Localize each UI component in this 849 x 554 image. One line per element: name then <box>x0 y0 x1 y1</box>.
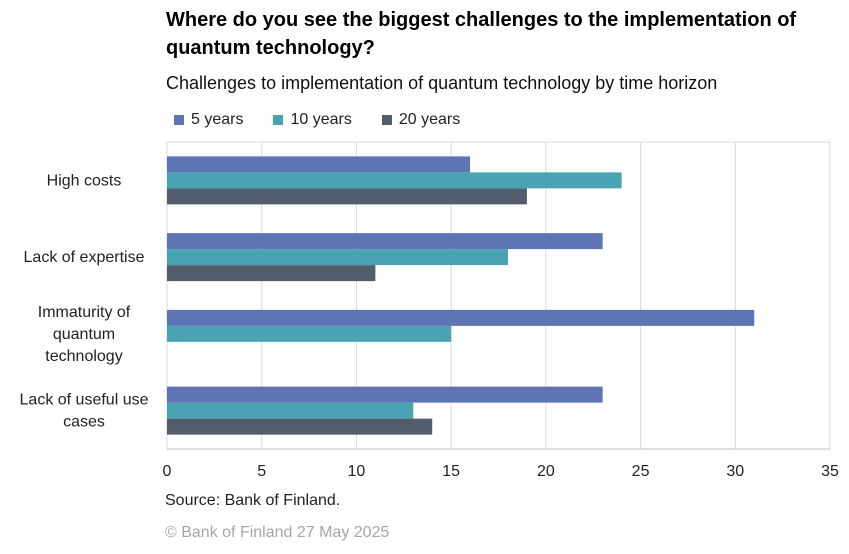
legend-item-20-years: 20 years <box>381 111 461 129</box>
legend: 5 years 10 years 20 years <box>174 110 490 130</box>
legend-label-5-years: 5 years <box>191 111 244 128</box>
legend-item-5-years: 5 years <box>174 111 243 129</box>
x-tick-label-0: 0 <box>163 463 172 480</box>
chart-title: Where do you see the biggest challenges … <box>166 9 797 59</box>
bar-3-0 <box>167 386 603 403</box>
x-tick-label-5: 25 <box>632 463 650 480</box>
bar-0-1 <box>167 172 622 189</box>
x-tick-label-4: 20 <box>537 463 555 480</box>
bar-1-2 <box>167 265 376 282</box>
bar-2-1 <box>167 325 452 342</box>
source-note: Source: Bank of Finland. <box>165 492 341 509</box>
legend-label-10-years: 10 years <box>290 111 352 128</box>
x-tick-label-3: 15 <box>442 463 460 480</box>
x-tick-label-6: 30 <box>726 463 744 480</box>
legend-swatch-20-years <box>381 115 392 125</box>
bar-2-0 <box>167 309 755 326</box>
bar-0-0 <box>167 156 471 173</box>
category-label-3: Lack of useful use cases <box>20 392 149 431</box>
legend-swatch-5-years <box>174 115 184 125</box>
category-label-2: Immaturity of quantum technology <box>38 304 131 365</box>
legend-item-10-years: 10 years <box>273 111 352 129</box>
category-label-0: High costs <box>47 172 122 189</box>
bar-3-1 <box>167 402 414 419</box>
category-label-1: Lack of expertise <box>24 249 145 266</box>
x-tick-label-7: 35 <box>821 463 839 480</box>
legend-label-20-years: 20 years <box>398 111 461 128</box>
bar-0-2 <box>167 188 527 205</box>
legend-swatch-10-years <box>273 115 284 125</box>
x-tick-label-2: 10 <box>348 463 366 480</box>
x-tick-label-1: 5 <box>257 463 266 480</box>
bar-3-2 <box>167 418 433 435</box>
chart-subtitle: Challenges to implementation of quantum … <box>166 73 718 93</box>
copyright-note: © Bank of Finland 27 May 2025 <box>165 524 390 541</box>
bar-1-1 <box>167 249 508 266</box>
bar-1-0 <box>167 233 603 250</box>
